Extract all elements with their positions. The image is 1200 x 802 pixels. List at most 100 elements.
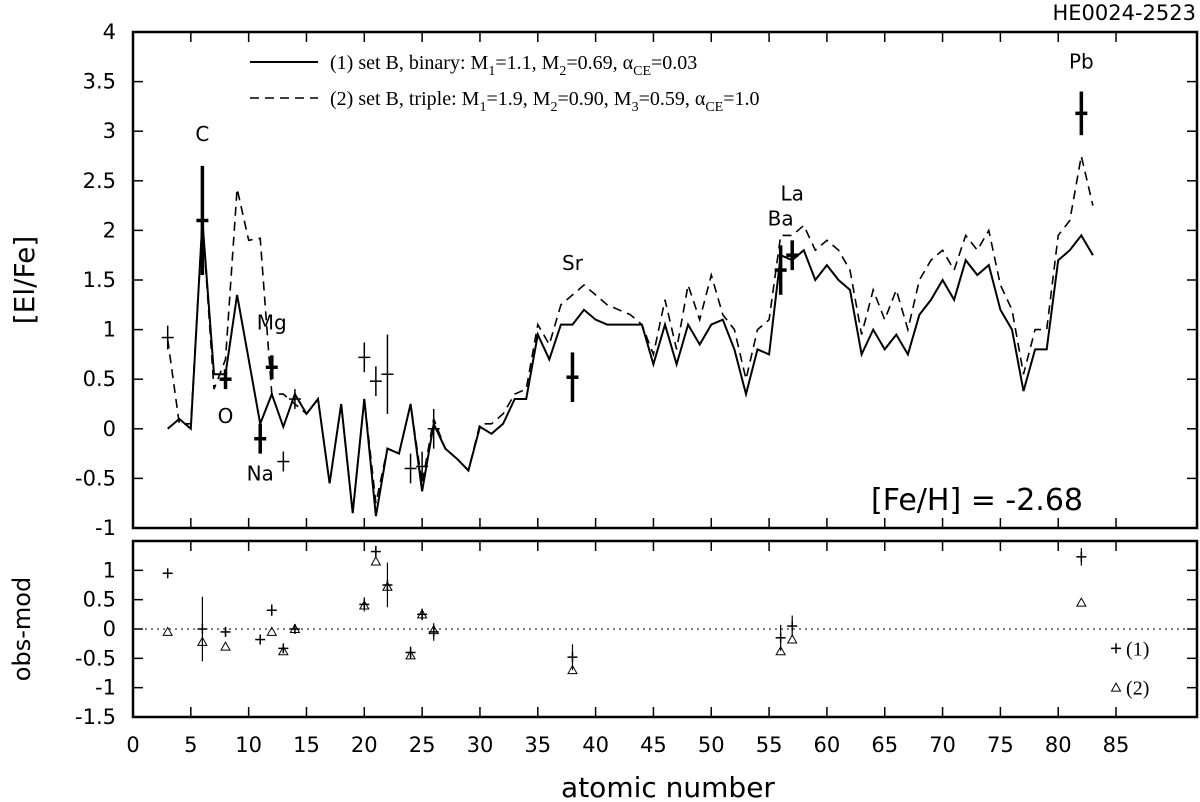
top-plot-area [161, 91, 1094, 517]
observation-point [196, 165, 209, 276]
top-y-tick-label: 3 [103, 119, 116, 143]
top-y-tick-label: 3.5 [83, 70, 116, 94]
bottom-legend-label-1: (1) [1126, 638, 1149, 660]
observation-point [774, 245, 787, 295]
element-label: Ba [768, 206, 794, 230]
element-label: Pb [1069, 50, 1094, 74]
bottom-y-tick-label: 0 [103, 617, 116, 641]
residual-triangle-point [775, 645, 787, 656]
bottom-plot-area [133, 545, 1197, 675]
observation-point [369, 366, 382, 397]
x-tick-label: 0 [126, 733, 139, 757]
x-tick-label: 75 [987, 733, 1014, 757]
residual-plus-point [162, 568, 173, 579]
residual-triangle-point [220, 641, 231, 651]
x-tick-label: 85 [1103, 733, 1130, 757]
observation-point [277, 451, 290, 472]
bottom-y-tick-label: 0.5 [83, 588, 116, 612]
residual-triangle-point [162, 626, 174, 636]
observation-point [219, 369, 232, 390]
x-axis-label: atomic number [561, 771, 775, 802]
top-y-tick-label: 1 [103, 318, 116, 342]
bottom-y-axis-label: obs-mod [8, 577, 36, 681]
x-tick-label: 35 [524, 733, 551, 757]
residual-triangle-point [416, 608, 428, 619]
residual-plus-point [405, 646, 416, 659]
bottom-y-tick-label: -1.5 [75, 705, 116, 729]
x-tick-label: 30 [467, 733, 494, 757]
x-tick-label: 70 [929, 733, 956, 757]
legend-triangle-icon [1110, 682, 1122, 692]
x-tick-label: 50 [698, 733, 725, 757]
residual-triangle-point [370, 556, 382, 566]
observation-point [381, 334, 394, 414]
observation-point [265, 355, 278, 380]
model-1-line [167, 220, 1094, 517]
observation-point [1075, 91, 1088, 136]
top-y-tick-label: 0.5 [83, 367, 116, 391]
x-tick-label: 5 [184, 733, 197, 757]
observation-point [358, 342, 371, 373]
x-tick-label: 40 [582, 733, 609, 757]
residual-triangle-point [428, 624, 440, 635]
bottom-legend-label-2: (2) [1126, 678, 1149, 700]
residual-plus-point [255, 634, 266, 645]
x-tick-label: 80 [1045, 733, 1072, 757]
x-tick-label: 60 [814, 733, 841, 757]
x-tick-label: 15 [293, 733, 320, 757]
x-ticks: 0 5 10 15 20 25 30 35 40 45 50 55 60 65 70 75 80 85 [126, 32, 1129, 757]
metallicity-annotation: [Fe/H] = -2.68 [871, 483, 1083, 518]
top-y-ticks: -1 -0.5 0 0.5 1 1.5 2 2.5 3 3.5 4 [75, 20, 1197, 540]
residual-plus-point [370, 545, 381, 558]
residual-triangle-point [266, 626, 278, 636]
legend-plus-icon [1111, 643, 1122, 654]
observation-point [566, 352, 579, 403]
element-label: Na [247, 461, 274, 485]
residual-triangle-point [197, 636, 208, 646]
residual-triangle-point [382, 581, 393, 591]
element-label: Mg [257, 311, 287, 335]
top-y-axis-label: [El/Fe] [8, 236, 41, 325]
x-tick-label: 65 [871, 733, 898, 757]
observation-point [416, 451, 429, 482]
legend-item-1: (1) set B, binary: M1=1.1, M2=0.69, αCE=… [330, 52, 697, 79]
top-legend: (1) set B, binary: M1=1.1, M2=0.69, αCE=… [250, 52, 760, 115]
observation-point [161, 325, 174, 350]
residual-plus-point [266, 604, 277, 617]
residual-plus-point [1076, 548, 1087, 566]
x-tick-label: 55 [756, 733, 783, 757]
star-title: HE0024-2523 [1052, 1, 1196, 25]
model-2-line [166, 155, 1094, 514]
residual-triangle-point [358, 600, 370, 610]
residual-triangle-point [405, 649, 416, 660]
top-y-tick-label: -0.5 [75, 466, 116, 490]
x-tick-label: 25 [409, 733, 436, 757]
observation-point [786, 240, 799, 271]
observation-point [288, 389, 301, 409]
legend-item-2: (2) set B, triple: M1=1.9, M2=0.90, M3=0… [330, 88, 760, 115]
observation-point [254, 423, 267, 454]
top-y-tick-label: 0 [103, 417, 116, 441]
top-y-tick-label: 2.5 [83, 169, 116, 193]
top-y-tick-label: 2 [103, 218, 116, 242]
x-tick-label: 45 [640, 733, 667, 757]
bottom-y-tick-label: -0.5 [75, 646, 116, 670]
bottom-y-tick-label: -1 [95, 676, 116, 700]
residual-triangle-point [567, 664, 578, 675]
residual-plus-point [382, 562, 393, 608]
element-label: La [781, 182, 804, 206]
x-tick-label: 10 [235, 733, 262, 757]
residual-triangle-point [786, 634, 798, 644]
x-tick-label: 20 [351, 733, 378, 757]
bottom-y-tick-label: 1 [103, 558, 116, 582]
top-y-tick-label: 1.5 [83, 268, 116, 292]
residual-triangle-point [277, 645, 289, 656]
residual-plus-point [787, 615, 798, 637]
residual-plus-point [278, 643, 289, 654]
top-y-tick-label: 4 [103, 20, 116, 44]
element-label: O [218, 404, 234, 428]
residual-plus-point [220, 626, 231, 637]
residual-plus-point [197, 596, 208, 662]
